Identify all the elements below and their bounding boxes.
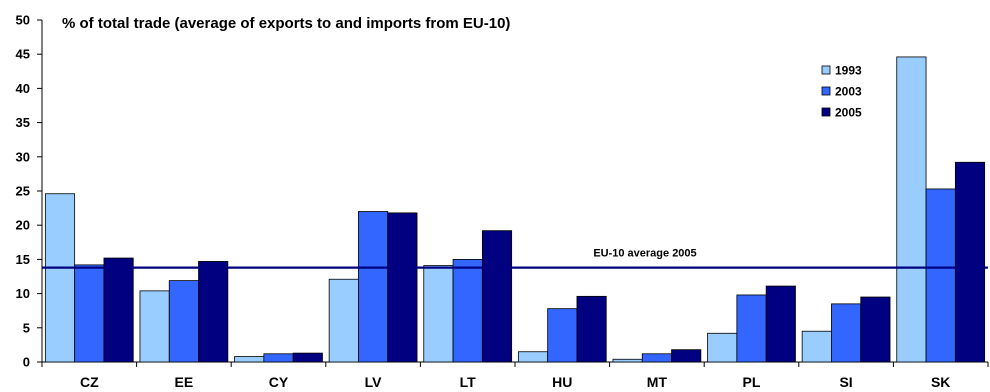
x-tick-label: MT <box>647 374 668 390</box>
x-tick-label: LV <box>365 374 383 390</box>
x-tick-label: CZ <box>80 374 99 390</box>
bar-sk-2003 <box>925 188 956 363</box>
legend-swatch-2003 <box>821 86 831 96</box>
bar-si-1993 <box>801 330 832 363</box>
y-tick-label: 20 <box>16 218 30 233</box>
x-tick-label: PL <box>743 374 761 390</box>
y-tick-label: 0 <box>23 355 30 370</box>
y-tick-label: 40 <box>16 81 30 96</box>
bar-cz-2003 <box>74 264 105 363</box>
x-tick-label: HU <box>552 374 572 390</box>
legend-swatch-2005 <box>821 107 831 117</box>
bar-cy-2005 <box>292 352 323 363</box>
x-tick-label: SK <box>931 374 950 390</box>
bar-ee-1993 <box>139 290 170 363</box>
y-tick-label: 10 <box>16 286 30 301</box>
bar-ee-2003 <box>168 280 199 363</box>
bar-lv-1993 <box>328 278 359 363</box>
y-tick-label: 30 <box>16 149 30 164</box>
legend-label-1993: 1993 <box>835 64 862 78</box>
bar-ee-2005 <box>198 261 229 363</box>
bar-lt-1993 <box>423 265 454 363</box>
bar-hu-2003 <box>547 308 578 363</box>
y-tick-label: 5 <box>23 320 30 335</box>
bar-si-2005 <box>860 296 891 363</box>
bar-lv-2005 <box>387 212 418 363</box>
x-tick-label: LT <box>460 374 477 390</box>
bar-lv-2003 <box>358 211 389 363</box>
bar-mt-1993 <box>612 358 643 363</box>
bar-si-2003 <box>831 303 862 363</box>
bar-hu-1993 <box>517 351 549 363</box>
x-tick-label: CY <box>269 374 289 390</box>
legend-swatch-1993 <box>821 65 831 75</box>
y-axis: 0 5 10 15 20 25 30 35 40 45 50 <box>16 13 43 370</box>
bar-sk-2005 <box>954 161 986 363</box>
legend: 1993 2003 2005 <box>821 64 862 120</box>
bar-mt-2005 <box>671 349 702 363</box>
reference-line-group: EU-10 average 2005 <box>42 248 988 269</box>
y-tick-label: 45 <box>16 47 30 62</box>
bar-cz-1993 <box>44 193 76 363</box>
bar-hu-2005 <box>576 295 607 363</box>
x-tick-label: SI <box>839 374 852 390</box>
bar-cz-2005 <box>103 257 134 363</box>
x-axis: CZ EE CY LV LT HU MT PL SI SK <box>41 361 989 390</box>
bars <box>44 56 986 363</box>
legend-label-2003: 2003 <box>835 85 862 99</box>
bar-sk-1993 <box>896 56 927 363</box>
x-tick-label: EE <box>175 374 194 390</box>
bar-mt-2003 <box>641 353 672 363</box>
chart-title: % of total trade (average of exports to … <box>62 15 510 32</box>
y-tick-label: 35 <box>16 115 30 130</box>
bar-lt-2003 <box>452 258 483 363</box>
bar-lt-2005 <box>481 230 513 363</box>
bar-pl-1993 <box>707 332 738 363</box>
bar-pl-2003 <box>736 294 767 363</box>
legend-label-2005: 2005 <box>835 106 862 120</box>
reference-line-label: EU-10 average 2005 <box>593 248 696 260</box>
y-tick-label: 25 <box>16 184 30 199</box>
y-tick-label: 15 <box>16 252 30 267</box>
bar-cy-1993 <box>234 356 265 363</box>
y-tick-label: 50 <box>16 13 30 28</box>
bar-pl-2005 <box>765 285 796 363</box>
bar-cy-2003 <box>263 353 294 363</box>
